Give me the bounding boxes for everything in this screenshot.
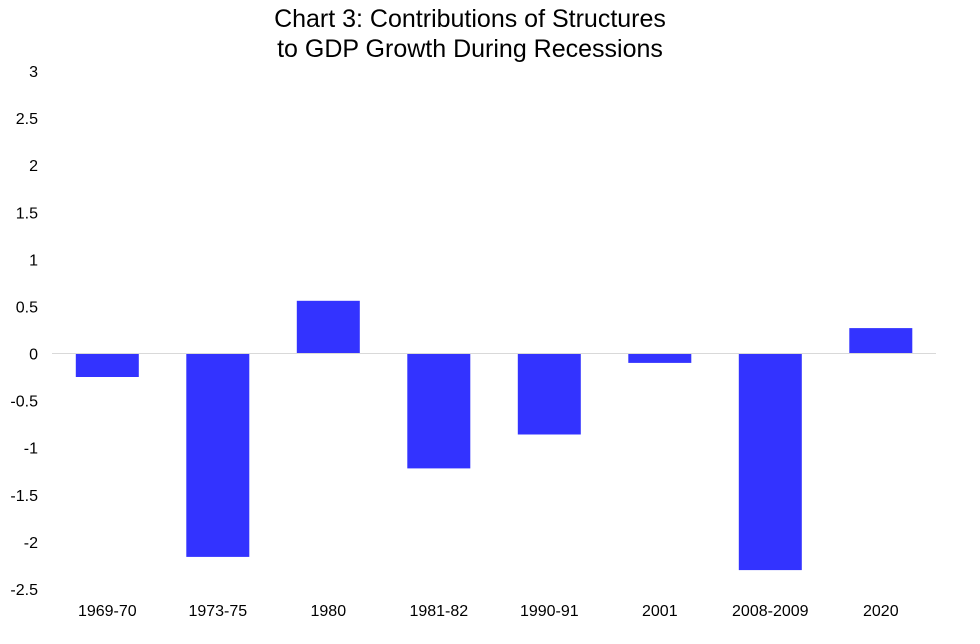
y-tick-label: -0.5 [10, 394, 38, 411]
y-axis-ticks: 3 2.5 2 1.5 1 0.5 0 -0.5 -1 -1.5 -2 -2.5 [10, 64, 38, 599]
x-tick-label: 2020 [863, 603, 899, 620]
bar [849, 328, 913, 354]
x-tick-label: 1980 [311, 603, 347, 620]
y-tick-label: 1.5 [16, 205, 38, 222]
bars [75, 300, 913, 571]
y-tick-label: 0 [29, 347, 38, 364]
x-tick-label: 1981-82 [409, 603, 468, 620]
x-axis-ticks: 1969-70 1973-75 1980 1981-82 1990-91 2001 2008… [78, 603, 899, 620]
y-tick-label: 0.5 [16, 299, 38, 316]
bar [186, 353, 250, 557]
y-tick-label: -2 [24, 535, 38, 552]
y-tick-label: -1.5 [10, 488, 38, 505]
x-tick-label: 1990-91 [520, 603, 579, 620]
chart-title-line-1: Chart 3: Contributions of Structures [274, 5, 666, 33]
x-tick-label: 2001 [642, 603, 678, 620]
y-tick-label: 2 [29, 158, 38, 175]
x-tick-label: 1969-70 [78, 603, 137, 620]
y-tick-label: 3 [29, 64, 38, 81]
x-tick-label: 2008-2009 [732, 603, 809, 620]
y-tick-label: 1 [29, 252, 38, 269]
chart-title-line-2: to GDP Growth During Recessions [277, 35, 663, 63]
chart-title: Chart 3: Contributions of Structures to … [0, 4, 940, 64]
bar [517, 353, 581, 435]
bar [407, 353, 471, 469]
bar [296, 300, 360, 354]
y-tick-label: -1 [24, 441, 38, 458]
y-tick-label: -2.5 [10, 582, 38, 599]
y-tick-label: 2.5 [16, 111, 38, 128]
bar [628, 353, 692, 363]
x-tick-label: 1973-75 [188, 603, 247, 620]
bar [738, 353, 802, 571]
bar [75, 353, 139, 377]
